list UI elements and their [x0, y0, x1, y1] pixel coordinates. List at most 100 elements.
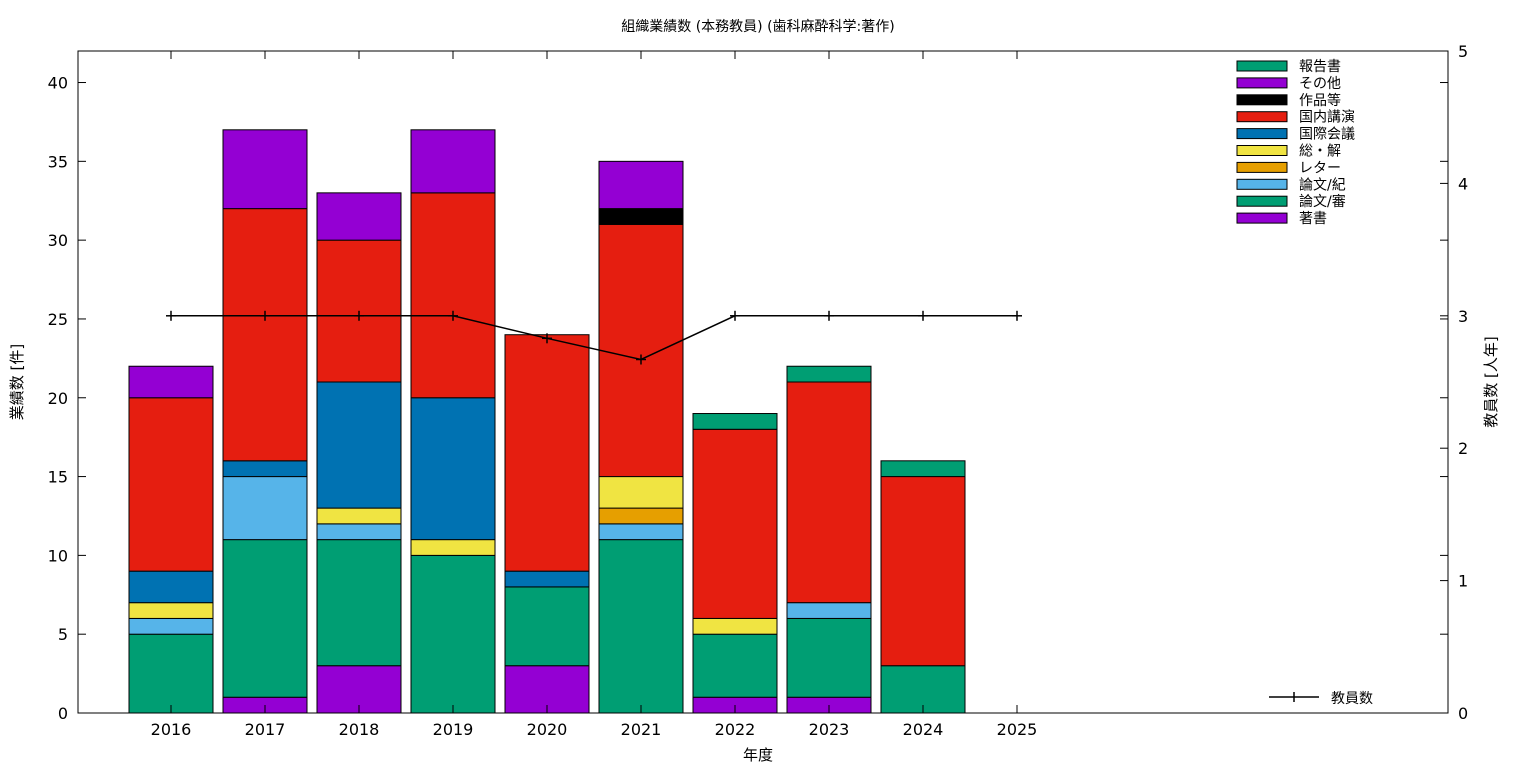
- y-tick-label: 25: [48, 310, 68, 329]
- y-tick-label: 30: [48, 231, 68, 250]
- y2-tick-label: 1: [1458, 572, 1468, 591]
- bar-segment: [692, 413, 778, 430]
- bar-segment: [786, 381, 872, 604]
- legend-label: 国内講演: [1299, 110, 1355, 126]
- bar-segment: [504, 586, 590, 667]
- bar-segment: [410, 539, 496, 556]
- y-tick-label: 10: [48, 546, 68, 565]
- bar-segment: [222, 129, 308, 210]
- bar-segment: [598, 523, 684, 541]
- bar-segment: [786, 365, 872, 383]
- bar-segment: [316, 539, 402, 667]
- bar-segment: [692, 617, 778, 635]
- y-tick-label: 35: [48, 152, 68, 171]
- x-tick-label: 2025: [997, 720, 1038, 739]
- x-tick-label: 2016: [151, 720, 192, 739]
- x-tick-label: 2021: [621, 720, 662, 739]
- legend-swatch: [1236, 195, 1288, 207]
- bar-segment: [316, 381, 402, 509]
- y-tick-label: 0: [58, 704, 68, 723]
- legend-swatch: [1236, 178, 1288, 190]
- y2-tick-label: 2: [1458, 439, 1468, 458]
- legend-swatch: [1236, 212, 1288, 224]
- x-tick-label: 2017: [245, 720, 286, 739]
- bar-segment: [786, 617, 872, 698]
- bar-segment: [598, 539, 684, 714]
- bar-segment: [692, 633, 778, 698]
- bar-segment: [504, 334, 590, 572]
- bar-segment: [504, 570, 590, 588]
- bar-segment: [410, 129, 496, 194]
- bar-segment: [222, 539, 308, 698]
- bar-segment: [410, 397, 496, 541]
- chart-title: 組織業績数 (本務教員) (歯科麻酔科学:著作): [621, 19, 894, 35]
- faculty-line: [171, 315, 1017, 361]
- x-tick-label: 2018: [339, 720, 380, 739]
- line-legend: 教員数: [1269, 691, 1373, 707]
- legend-swatch: [1236, 77, 1288, 89]
- y2-tick-label: 5: [1458, 42, 1468, 61]
- x-tick-label: 2024: [903, 720, 944, 739]
- y-tick-label: 20: [48, 389, 68, 408]
- bars: [128, 129, 966, 714]
- bar-segment: [410, 554, 496, 714]
- legend-label: 国際会議: [1299, 126, 1355, 143]
- legend-label: 作品等: [1299, 92, 1341, 109]
- bar-segment: [128, 365, 214, 399]
- bar-segment: [128, 602, 214, 619]
- bar-segment: [128, 633, 214, 714]
- bar-segment: [598, 208, 684, 225]
- bar-segment: [598, 507, 684, 525]
- y-axis-ticks: 0 5 10 15 20 25 30 35 40: [48, 74, 1448, 723]
- bar-segment: [316, 523, 402, 541]
- bar-segment: [222, 208, 308, 462]
- bar-segment: [598, 160, 684, 210]
- y2-axis-ticks: 0 1 2 3 4 5: [1440, 42, 1468, 723]
- bar-segment: [316, 192, 402, 241]
- y2-tick-label: 4: [1458, 174, 1468, 193]
- legend-swatch: [1236, 111, 1288, 123]
- x-tick-label: 2022: [715, 720, 756, 739]
- x-tick-label: 2020: [527, 720, 568, 739]
- x-tick-label: 2019: [433, 720, 474, 739]
- bar-segment: [222, 460, 308, 478]
- bar-segment: [786, 602, 872, 619]
- bar-segment: [410, 192, 496, 399]
- legend-swatch: [1236, 145, 1288, 156]
- legend-label: レター: [1299, 160, 1341, 176]
- y-tick-label: 15: [48, 468, 68, 487]
- bar-segment: [598, 476, 684, 509]
- x-tick-label: 2023: [809, 720, 850, 739]
- legend-label: 論文/審: [1299, 194, 1346, 210]
- bar-segment: [598, 223, 684, 478]
- x-axis-label: 年度: [743, 746, 773, 764]
- legend-swatch: [1236, 128, 1288, 140]
- x-axis-ticks: 2016 2017 2018 2019 2020 2021 2022 2023 2024 2025: [151, 51, 1038, 739]
- y-tick-label: 5: [58, 625, 68, 644]
- bar-segment: [692, 428, 778, 619]
- legend-label: 著書: [1299, 211, 1327, 227]
- bar-segment: [880, 476, 966, 667]
- y-tick-label: 40: [48, 74, 68, 93]
- legend-label: 論文/紀: [1299, 177, 1346, 193]
- legend-label: 総・解: [1299, 144, 1341, 160]
- bar-segment: [128, 570, 214, 604]
- legend-label: その他: [1299, 76, 1341, 92]
- faculty-line-layer: [166, 310, 1022, 365]
- bar-segment: [316, 507, 402, 525]
- legend-label: 報告書: [1299, 59, 1341, 75]
- y-axis-label: 業績数 [件]: [8, 344, 26, 420]
- y2-tick-label: 3: [1458, 307, 1468, 326]
- bar-segment: [880, 460, 966, 478]
- bar-segment: [128, 617, 214, 635]
- legend-swatch: [1236, 161, 1288, 173]
- y2-axis-label: 教員数 [人年]: [1482, 336, 1500, 427]
- bar-segment: [128, 397, 214, 572]
- legend-swatch: [1236, 60, 1288, 72]
- line-legend-label: 教員数: [1331, 691, 1373, 707]
- bar-segment: [222, 476, 308, 541]
- legend-swatch: [1236, 94, 1288, 106]
- y2-tick-label: 0: [1458, 704, 1468, 723]
